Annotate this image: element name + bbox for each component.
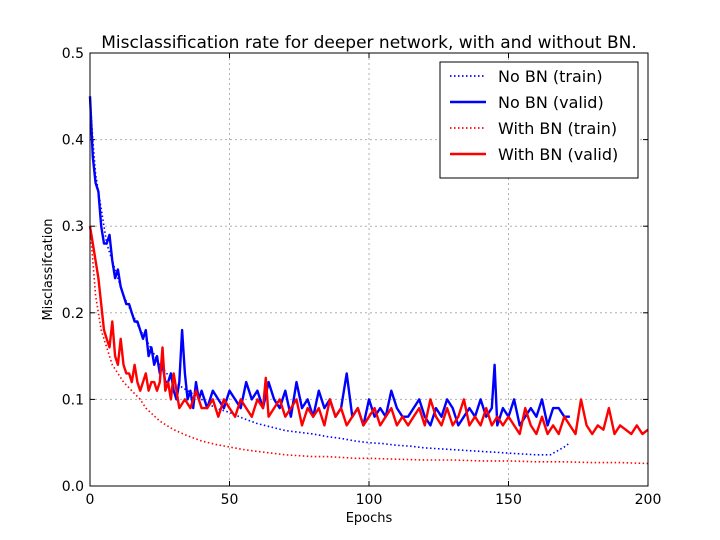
y-tick-label: 0.0 — [62, 479, 84, 495]
legend-label: With BN (valid) — [498, 145, 618, 164]
axis-ticks: 0 50 100 150 200 0.0 0.1 0.2 0.3 0.4 0.5 — [62, 46, 662, 508]
x-tick-label: 200 — [635, 492, 662, 508]
series-line-2 — [89, 226, 649, 465]
chart-title: Misclassification rate for deeper networ… — [101, 33, 636, 53]
y-tick-label: 0.2 — [62, 306, 84, 322]
legend-label: No BN (train) — [498, 67, 603, 86]
x-axis-label: Epochs — [346, 511, 393, 526]
plot-frame — [89, 52, 649, 487]
y-tick-label: 0.3 — [62, 219, 84, 235]
legend-label: With BN (train) — [498, 119, 617, 138]
series-line-0 — [89, 96, 571, 456]
x-tick-label: 150 — [495, 492, 522, 508]
legend-box — [439, 61, 639, 179]
x-tick-label: 50 — [221, 492, 239, 508]
y-tick-label: 0.4 — [62, 133, 84, 149]
x-tick-label: 100 — [356, 492, 383, 508]
y-tick-label: 0.5 — [62, 46, 84, 62]
legend: No BN (train) No BN (valid) With BN (train… — [439, 61, 639, 179]
legend-label: No BN (valid) — [498, 93, 604, 112]
y-tick-label: 0.1 — [62, 392, 84, 408]
series-line-3 — [88, 226, 649, 436]
y-axis-label: Misclassifcation — [41, 218, 56, 320]
series-lines — [88, 96, 649, 465]
x-tick-label: 0 — [86, 492, 95, 508]
